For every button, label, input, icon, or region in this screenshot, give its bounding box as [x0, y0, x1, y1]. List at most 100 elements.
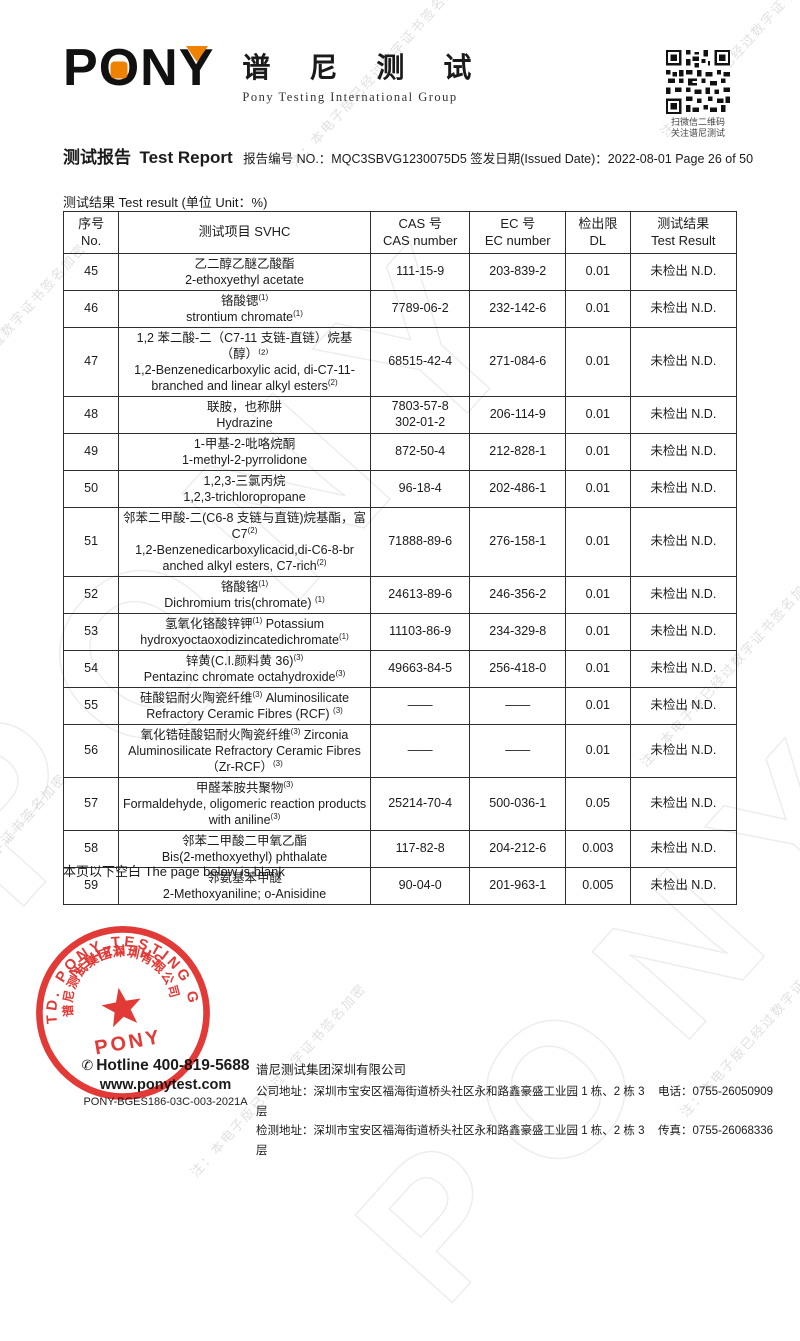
row-dl: 0.003: [565, 830, 631, 868]
row-ec: 206-114-9: [469, 396, 567, 434]
hotline-line: ✆ Hotline 400-819-5688: [81, 1057, 250, 1074]
row-ec: 246-356-2: [469, 576, 567, 614]
qr-code: [666, 50, 730, 114]
row-dl: 0.01: [565, 724, 631, 778]
row-dl: 0.01: [565, 650, 631, 688]
row-cas: 96-18-4: [369, 470, 471, 508]
company-tel: 电话：0755-26050909: [658, 1086, 774, 1099]
row-ec: 202-486-1: [469, 470, 567, 508]
table-row: 48 联胺，也称肼 Hydrazine 7803-57-8 302-01-2 206-11…: [62, 396, 738, 434]
row-name: 氧化锆硅酸铝耐火陶瓷纤维(3) Zirconia Aluminosilicate…: [118, 724, 371, 778]
row-result: 未检出 N.D.: [629, 290, 738, 328]
header-no: 序号 No.: [62, 211, 120, 254]
row-ec: 212-828-1: [469, 433, 567, 471]
row-ec: 201-963-1: [469, 867, 567, 905]
row-cas: 11103-86-9: [369, 613, 471, 651]
row-name: 铬酸锶(1) strontium chromate(1): [118, 290, 371, 328]
row-cas: ——: [369, 724, 471, 778]
row-name: 乙二醇乙醚乙酸酯 2-ethoxyethyl acetate: [118, 253, 371, 291]
row-no: 47: [62, 327, 120, 397]
row-dl: 0.05: [565, 777, 631, 831]
row-dl: 0.01: [565, 613, 631, 651]
row-cas: 111-15-9: [369, 253, 471, 291]
row-result: 未检出 N.D.: [629, 470, 738, 508]
lab-address-row: 检测地址：深圳市宝安区福海街道桥头社区永和路鑫豪盛工业园 1 栋、2 栋 3 层…: [256, 1122, 776, 1161]
row-ec: 271-084-6: [469, 327, 567, 397]
row-ec: 203-839-2: [469, 253, 567, 291]
row-result: 未检出 N.D.: [629, 433, 738, 471]
row-cas: 68515-42-4: [369, 327, 471, 397]
row-cas: 7789-06-2: [369, 290, 471, 328]
logo-letter: N: [140, 39, 179, 97]
row-cas: 71888-89-6: [369, 507, 471, 577]
logo-english-subtitle: Pony Testing International Group: [242, 90, 458, 104]
table-row: 56 氧化锆硅酸铝耐火陶瓷纤维(3) Zirconia Aluminosilica…: [62, 724, 738, 778]
row-cas: 90-04-0: [369, 867, 471, 905]
report-title-cn: 测试报告: [63, 148, 131, 167]
header-ec: EC 号 EC number: [469, 211, 567, 254]
row-result: 未检出 N.D.: [629, 576, 738, 614]
table-row: 55 硅酸铝耐火陶瓷纤维(3) Aluminosilicate Refractor…: [62, 687, 738, 725]
row-ec: 234-329-8: [469, 613, 567, 651]
row-result: 未检出 N.D.: [629, 724, 738, 778]
logo-letter-o: O: [99, 42, 140, 94]
row-dl: 0.01: [565, 433, 631, 471]
row-ec: 256-418-0: [469, 650, 567, 688]
table-caption: 测试结果 Test result (单位 Unit：%): [63, 195, 268, 210]
row-name: 甲醛苯胺共聚物(3) Formaldehyde, oligomeric react…: [118, 777, 371, 831]
row-result: 未检出 N.D.: [629, 830, 738, 868]
company-fax: 传真：0755-26068336: [658, 1125, 774, 1138]
row-dl: 0.01: [565, 290, 631, 328]
report-meta: 报告编号 NO.：MQC3SBVG1230075D5 签发日期(Issued D…: [243, 152, 754, 166]
row-cas: 24613-89-6: [369, 576, 471, 614]
header-result: 测试结果 Test Result: [629, 211, 738, 254]
row-cas: 117-82-8: [369, 830, 471, 868]
row-no: 59: [62, 867, 120, 905]
table-row: 53 氢氧化铬酸锌钾(1) Potassium hydroxyoctaoxodiz…: [62, 613, 738, 651]
row-ec: 232-142-6: [469, 290, 567, 328]
row-name: 锌黄(C.I.颜料黄 36)(3) Pentazinc chromate octa…: [118, 650, 371, 688]
website-link: www.ponytest.com: [99, 1077, 232, 1093]
row-ec: ——: [469, 687, 567, 725]
row-ec: 276-158-1: [469, 507, 567, 577]
row-no: 48: [62, 396, 120, 434]
row-dl: 0.01: [565, 470, 631, 508]
row-no: 57: [62, 777, 120, 831]
report-title-line: 测试报告 Test Report 报告编号 NO.：MQC3SBVG123007…: [63, 143, 763, 168]
row-dl: 0.01: [565, 327, 631, 397]
table-row: 46 铬酸锶(1) strontium chromate(1) 7789-06-2 23…: [62, 290, 738, 328]
row-name: 邻苯二甲酸二甲氧乙酯 Bis(2-methoxyethyl) phthalate: [118, 830, 371, 868]
row-no: 52: [62, 576, 120, 614]
row-result: 未检出 N.D.: [629, 253, 738, 291]
row-result: 未检出 N.D.: [629, 507, 738, 577]
row-no: 51: [62, 507, 120, 577]
row-name: 1-甲基-2-吡咯烷酮 1-methyl-2-pyrrolidone: [118, 433, 371, 471]
company-address: 公司地址：深圳市宝安区福海街道桥头社区永和路鑫豪盛工业园 1 栋、2 栋 3 层: [256, 1086, 645, 1118]
row-result: 未检出 N.D.: [629, 867, 738, 905]
row-cas: 7803-57-8 302-01-2: [369, 396, 471, 434]
table-row: 59 邻氨基苯甲醚 2-Methoxyaniline; o-Anisidine 90-…: [62, 867, 738, 905]
stamp-bottom-text: SHENZHEN: [59, 932, 169, 984]
row-name: 铬酸铬(1) Dichromium tris(chromate) (1): [118, 576, 371, 614]
row-result: 未检出 N.D.: [629, 613, 738, 651]
table-header-row: 序号 No. 测试项目 SVHC CAS 号 CAS number EC 号 EC n…: [62, 211, 738, 254]
table-row: 58 邻苯二甲酸二甲氧乙酯 Bis(2-methoxyethyl) phthalat…: [62, 830, 738, 868]
row-name: 邻氨基苯甲醚 2-Methoxyaniline; o-Anisidine: [118, 867, 371, 905]
logo-letter-y: Y: [178, 39, 215, 97]
row-dl: 0.005: [565, 867, 631, 905]
stamp-inner-cn-text: 谱尼测试集团深圳有限公司: [50, 934, 182, 1019]
row-dl: 0.01: [565, 576, 631, 614]
company-address-row: 公司地址：深圳市宝安区福海街道桥头社区永和路鑫豪盛工业园 1 栋、2 栋 3 层…: [256, 1083, 776, 1122]
phone-icon: ✆: [81, 1057, 94, 1073]
logo-orange-square: [110, 61, 128, 79]
row-name: 硅酸铝耐火陶瓷纤维(3) Aluminosilicate Refractory …: [118, 687, 371, 725]
row-name: 1,2,3-三氯丙烷 1,2,3-trichloropropane: [118, 470, 371, 508]
row-result: 未检出 N.D.: [629, 777, 738, 831]
row-cas: ——: [369, 687, 471, 725]
row-dl: 0.01: [565, 253, 631, 291]
row-ec: ——: [469, 724, 567, 778]
row-no: 45: [62, 253, 120, 291]
svg-text:SHENZHEN: SHENZHEN: [59, 932, 169, 984]
row-no: 54: [62, 650, 120, 688]
table-row: 47 1,2 苯二酸-二（C7-11 支链-直链）烷基（醇）⁽²⁾ 1,2-Benz…: [62, 327, 738, 397]
